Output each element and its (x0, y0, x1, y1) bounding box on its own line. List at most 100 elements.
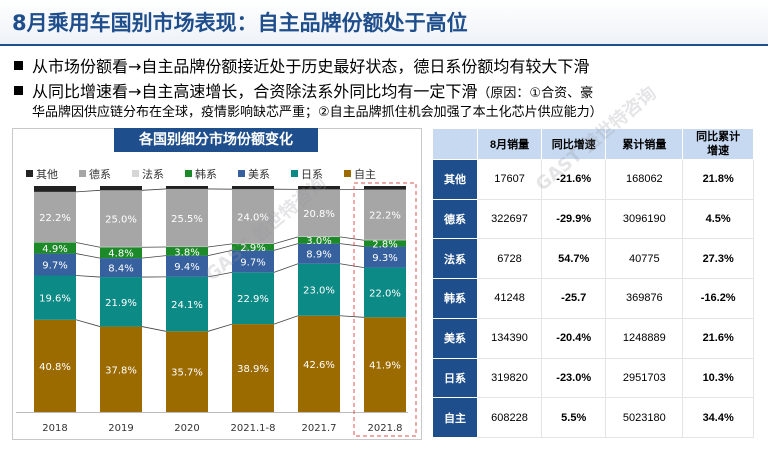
connector-line (141, 188, 167, 191)
data-label: 8.9% (306, 250, 331, 261)
bar-segment (232, 243, 274, 251)
table-cell-name: 韩系 (432, 278, 478, 319)
connector-line (141, 326, 167, 332)
connector-line (207, 243, 233, 248)
table-cell-yoy: -20.4% (541, 317, 607, 359)
bar-segment (232, 272, 274, 325)
bar-segment (232, 189, 274, 244)
data-label: 22.2% (39, 213, 71, 224)
bar-segment (166, 276, 208, 332)
bullet-2-note: （原因：①合资、豪 (477, 86, 594, 101)
connector-line (207, 250, 233, 256)
data-label: 9.7% (42, 261, 67, 272)
data-label: 4.9% (42, 244, 67, 255)
table-cell-cum: 2951703 (605, 357, 684, 399)
table-header: 8月销量 (476, 128, 543, 160)
legend-swatch (132, 170, 139, 177)
table-cell-name: 日系 (432, 357, 478, 399)
bar-segment (166, 247, 208, 256)
table-row: 韩系 41248 -25.7 369876 -16.2% (432, 278, 754, 319)
table-header-row: 8月销量 同比增速 累计销量 同比累计增速 (432, 128, 754, 160)
data-label: 19.6% (39, 294, 71, 305)
bar-segment (364, 186, 406, 190)
legend-label: 其他 (36, 168, 58, 181)
bar-segment (298, 315, 340, 412)
data-label: 4.8% (108, 249, 133, 260)
table-cell-name: 法系 (432, 238, 478, 280)
data-label: 21.9% (105, 298, 137, 309)
data-label: 35.7% (171, 368, 203, 379)
table-cell-yoy: 5.5% (541, 397, 607, 438)
data-label: 2.9% (240, 243, 265, 254)
connector-line (207, 323, 233, 332)
bar-segment (232, 324, 274, 412)
data-label: 3.0% (306, 236, 331, 247)
bullet-1: 从市场份额看→自主品牌份额接近处于历史最好状态，德日系份额均有较大下滑 (14, 53, 589, 77)
data-label: 38.9% (237, 364, 269, 375)
stacked-bar-chart: 其他 德系 法系 韩系 美系 日系 自主 40.8% 19.6% 9.7% 4.9% 22.2% 201… (16, 167, 417, 437)
data-label: 37.8% (105, 365, 137, 376)
data-label: 25.0% (105, 215, 137, 226)
bar-segment (34, 319, 76, 412)
bar-segment (100, 186, 142, 191)
bar-segment (166, 188, 208, 247)
data-label: 3.8% (174, 247, 199, 258)
bar-segment (298, 236, 340, 244)
table-row: 德系 322697 -29.9% 3096190 4.5% (432, 198, 754, 240)
data-label: 9.7% (240, 257, 265, 268)
legend-swatch (26, 170, 33, 177)
connector-line (339, 263, 365, 268)
table-header: 同比增速 (541, 128, 607, 160)
bar-segment (34, 191, 76, 243)
table-cell-cum-yoy: 4.5% (682, 198, 754, 240)
connector-line (75, 189, 101, 193)
bar-segment (298, 189, 340, 237)
legend-swatch (79, 170, 86, 177)
legend-label: 自主 (354, 168, 376, 181)
table-cell-name: 其他 (432, 159, 478, 200)
bar-segment (232, 186, 274, 190)
bullet-2: 从同比增速看→自主高速增长，合资除法系外同比均有一定下滑（原因：①合资、豪 (14, 78, 593, 102)
title-bar: 8月乘用车国别市场表现：自主品牌份额处于高位 (0, 0, 768, 44)
legend-label: 美系 (248, 168, 270, 181)
connector-line (339, 236, 365, 241)
table-header: 同比累计增速 (682, 128, 754, 160)
table-cell-name: 美系 (432, 317, 478, 359)
data-label: 22.2% (369, 211, 401, 222)
table-header: 累计销量 (605, 128, 684, 160)
table-cell-cum-yoy: 27.3% (682, 238, 754, 280)
bullet-2-line2: 华品牌因供应链分布在全球，疫情影响缺芯严重；②自主品牌抓住机会加强了本土化芯片供… (32, 105, 603, 120)
table-cell-cum: 40775 (605, 238, 684, 280)
legend-swatch (291, 170, 298, 177)
bar-segment (364, 246, 406, 268)
table-cell-cum: 1248889 (605, 317, 684, 359)
x-tick-label: 2021.1-8 (231, 423, 276, 434)
x-tick-label: 2018 (42, 423, 67, 434)
table-cell-yoy: -23.0% (541, 357, 607, 399)
bar-segment (298, 186, 340, 190)
sales-table: 8月销量 同比增速 累计销量 同比累计增速 其他 17607 -21.6% 16806… (432, 128, 754, 438)
table-cell-cum: 3096190 (605, 198, 684, 240)
connector-line (273, 243, 299, 251)
bar-segment (232, 250, 274, 273)
connector-line (273, 315, 299, 325)
table-header-label: 同比累计增速 (696, 131, 741, 157)
connector-line (207, 271, 233, 278)
connector-line (339, 315, 365, 318)
table-cell-sales: 134390 (476, 317, 543, 359)
data-label: 8.4% (108, 264, 133, 275)
x-tick-label: 2019 (108, 423, 133, 434)
data-label: 24.0% (237, 212, 269, 223)
connector-line (75, 253, 101, 259)
legend-label: 德系 (89, 167, 111, 181)
bar-segment (298, 243, 340, 264)
table-cell-sales: 17607 (476, 159, 543, 200)
table-header (432, 128, 478, 160)
data-label: 20.8% (303, 209, 335, 220)
table-cell-yoy: -25.7 (541, 278, 607, 319)
highlight-box (353, 182, 417, 437)
bullet-2-text: 从同比增速看→自主高速增长，合资除法系外同比均有一定下滑 (32, 82, 478, 101)
data-label: 9.3% (372, 253, 397, 264)
bullet-square-icon (14, 61, 23, 70)
bar-segment (100, 190, 142, 247)
